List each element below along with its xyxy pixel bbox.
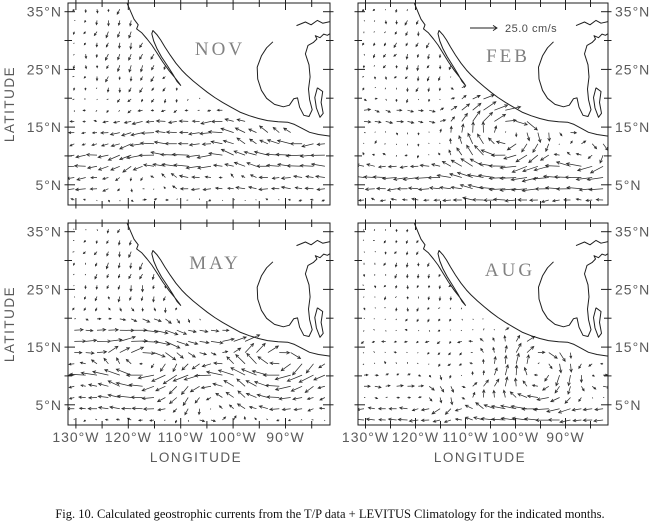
- y-tick-label: 35°N: [615, 4, 650, 20]
- x-axis-title: LONGITUDE: [434, 450, 526, 465]
- month-label: FEB: [486, 46, 530, 67]
- y-tick-label: 35°N: [27, 224, 62, 240]
- y-tick-label: 35°N: [27, 4, 62, 20]
- vector-field: [68, 8, 326, 203]
- month-label: AUG: [485, 260, 535, 281]
- y-tick-label: 25°N: [27, 61, 62, 77]
- x-tick-label: 130°W: [52, 429, 99, 445]
- axis-ticks: [354, 219, 612, 429]
- y-tick-label: 25°N: [615, 281, 650, 297]
- panel-border: [67, 222, 331, 426]
- y-tick-label: 15°N: [27, 119, 62, 135]
- panel-may: 35°N 25°N 15°N 5°N 130°W 120°W 110°W 100°W 90°W L…: [2, 219, 334, 465]
- y-tick-label: 15°N: [615, 119, 650, 135]
- x-axis-title: LONGITUDE: [150, 450, 242, 465]
- y-tick-label: 5°N: [36, 397, 63, 413]
- coastline: [126, 3, 330, 137]
- coastline: [413, 3, 608, 137]
- vector-field: [358, 8, 608, 203]
- x-tick-label: 130°W: [342, 429, 389, 445]
- coastline: [413, 223, 608, 357]
- panel-border: [357, 2, 609, 206]
- y-tick-label: 5°N: [36, 177, 63, 193]
- y-tick-label: 5°N: [615, 397, 642, 413]
- x-tick-label: 90°W: [266, 429, 304, 445]
- axis-ticks: [64, 219, 334, 429]
- vector-field: [68, 228, 326, 424]
- axis-ticks: [354, 0, 612, 209]
- y-tick-label: 35°N: [615, 224, 650, 240]
- x-tick-label: 120°W: [105, 429, 152, 445]
- panel-feb: 35°N 25°N 15°N 5°N FEB 25.0 cm/s: [354, 0, 650, 209]
- x-tick-label: 110°W: [158, 429, 204, 445]
- x-tick-label: 100°W: [210, 429, 257, 445]
- coastline: [126, 223, 330, 357]
- panel-nov: 35°N 25°N 15°N 5°N LATITUDE NOV: [2, 0, 334, 209]
- vector-field: [358, 229, 608, 424]
- x-tick-label: 100°W: [492, 429, 539, 445]
- panel-aug: 35°N 25°N 15°N 5°N 130°W 120°W 110°W 100°W 90°W L…: [342, 219, 650, 465]
- reference-vector: 25.0 cm/s: [470, 23, 557, 35]
- month-label: NOV: [195, 39, 245, 60]
- x-tick-label: 120°W: [392, 429, 439, 445]
- figure-caption: Fig. 10. Calculated geostrophic currents…: [55, 507, 605, 521]
- y-tick-label: 15°N: [615, 339, 650, 355]
- y-tick-label: 25°N: [615, 61, 650, 77]
- y-axis-title: LATITUDE: [2, 66, 17, 142]
- reference-vector-label: 25.0 cm/s: [505, 23, 557, 35]
- y-tick-label: 5°N: [615, 177, 642, 193]
- panel-border: [357, 222, 609, 426]
- y-tick-label: 15°N: [27, 339, 62, 355]
- y-axis-title: LATITUDE: [2, 286, 17, 362]
- x-tick-label: 90°W: [546, 429, 584, 445]
- panel-border: [67, 2, 331, 206]
- month-label: MAY: [189, 253, 241, 274]
- axis-ticks: [64, 0, 334, 209]
- x-tick-label: 110°W: [442, 429, 488, 445]
- y-tick-label: 25°N: [27, 281, 62, 297]
